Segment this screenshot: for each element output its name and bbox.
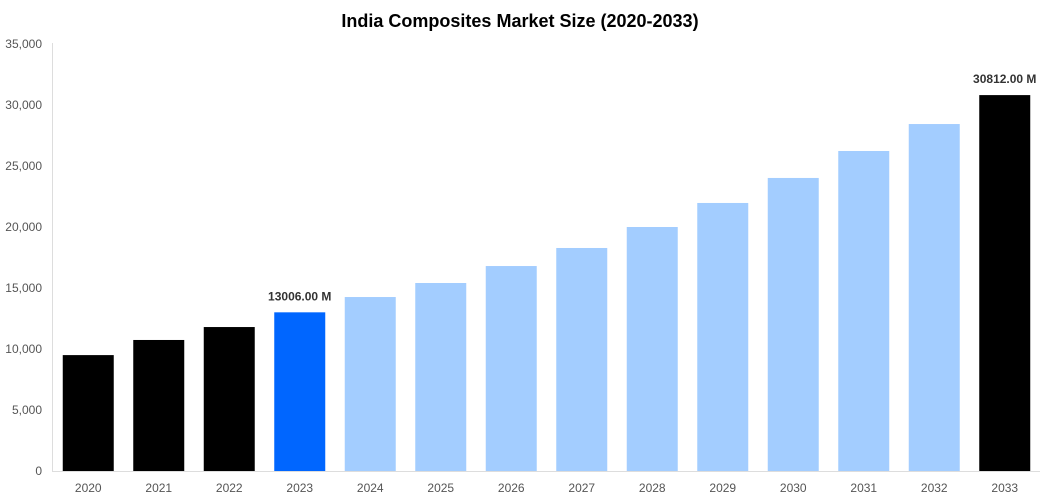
bar-2026 [485, 266, 537, 471]
bar-2022 [203, 327, 255, 471]
x-tick-label: 2031 [850, 481, 877, 495]
bar-2028 [626, 227, 678, 471]
x-tick-label: 2020 [75, 481, 102, 495]
bar-2023 [274, 312, 326, 471]
y-tick-label: 15,000 [5, 281, 42, 295]
x-tick-label: 2024 [357, 481, 384, 495]
data-label: 30812.00 M [973, 72, 1036, 86]
x-tick-label: 2021 [145, 481, 172, 495]
bar-2027 [556, 247, 608, 471]
x-tick-label: 2028 [639, 481, 666, 495]
bar-2021 [133, 339, 185, 471]
bar-2029 [697, 202, 749, 471]
x-tick-label: 2025 [427, 481, 454, 495]
x-tick-label: 2033 [991, 481, 1018, 495]
x-tick-label: 2023 [286, 481, 313, 495]
y-tick-label: 5,000 [12, 403, 42, 417]
bar-2032 [908, 124, 960, 472]
x-tick-label: 2022 [216, 481, 243, 495]
y-tick-label: 0 [35, 464, 42, 478]
bar-2031 [838, 150, 890, 471]
y-tick-label: 35,000 [5, 37, 42, 51]
bar-2025 [415, 282, 467, 471]
bar-2030 [767, 177, 819, 471]
x-tick-label: 2029 [709, 481, 736, 495]
bar-2020 [62, 355, 114, 471]
y-tick-label: 20,000 [5, 220, 42, 234]
x-tick-label: 2032 [921, 481, 948, 495]
x-tick-label: 2027 [568, 481, 595, 495]
y-tick-label: 25,000 [5, 159, 42, 173]
chart-title: India Composites Market Size (2020-2033) [341, 11, 698, 31]
y-tick-label: 30,000 [5, 98, 42, 112]
data-label: 13006.00 M [268, 289, 331, 303]
x-tick-label: 2030 [780, 481, 807, 495]
x-tick-label: 2026 [498, 481, 525, 495]
y-tick-label: 10,000 [5, 342, 42, 356]
bar-2033 [979, 95, 1031, 471]
bar-2024 [344, 297, 396, 471]
